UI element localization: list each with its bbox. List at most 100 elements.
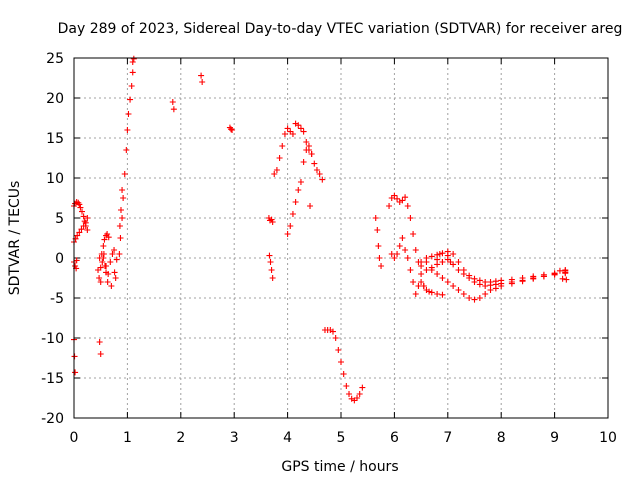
data-point: [332, 335, 339, 341]
y-tick-label: 5: [55, 211, 64, 227]
data-point: [297, 179, 304, 185]
data-point: [84, 215, 91, 221]
data-point: [109, 251, 116, 257]
data-point: [455, 287, 462, 293]
series-hour-5.7: [372, 215, 385, 269]
data-point: [269, 275, 276, 281]
data-point: [340, 371, 347, 377]
data-point: [292, 199, 299, 205]
data-point: [338, 359, 344, 365]
data-point: [71, 353, 78, 360]
data-point: [556, 267, 563, 274]
data-point: [266, 252, 273, 259]
data-point: [508, 280, 515, 287]
x-tick-label: 7: [443, 430, 452, 446]
data-point: [108, 283, 115, 289]
data-point: [289, 131, 296, 137]
data-point: [540, 273, 547, 280]
data-point: [170, 106, 177, 113]
data-point: [434, 291, 441, 297]
series-hour-0.5: [95, 231, 120, 357]
data-point: [97, 264, 104, 271]
data-point: [79, 208, 86, 215]
data-point: [80, 213, 87, 220]
series-hour-4-arc: [271, 120, 326, 183]
data-point: [399, 235, 406, 241]
data-point: [279, 143, 286, 149]
data-point: [434, 256, 441, 263]
data-point: [101, 263, 108, 269]
data-point: [426, 288, 433, 295]
series-hour-3.7: [265, 215, 276, 281]
data-point: [418, 279, 425, 285]
data-point: [305, 143, 312, 149]
data-point: [428, 253, 435, 260]
data-point: [303, 147, 310, 153]
series-hour-4-lower: [284, 143, 315, 237]
data-point: [551, 271, 558, 278]
y-axis-title: SDTVAR / TECUs: [7, 181, 23, 296]
data-point: [128, 83, 135, 89]
data-point: [112, 275, 119, 281]
y-tick-label: 10: [46, 171, 64, 187]
data-point: [273, 167, 280, 173]
data-point: [76, 201, 83, 208]
x-tick-label: 0: [70, 430, 79, 446]
data-point: [111, 247, 118, 253]
data-point: [563, 276, 570, 283]
data-point: [447, 259, 454, 265]
data-points: [71, 55, 570, 404]
data-point: [300, 128, 307, 135]
x-tick-label: 9: [550, 430, 559, 446]
data-point: [104, 279, 111, 285]
data-point: [199, 79, 206, 85]
data-point: [394, 251, 401, 257]
data-point: [319, 176, 326, 183]
x-axis-title: GPS time / hours: [281, 459, 398, 475]
data-point: [388, 251, 395, 257]
data-point: [303, 139, 310, 145]
data-point: [562, 267, 569, 273]
x-tick-label: 5: [337, 430, 346, 446]
data-point: [439, 275, 446, 281]
data-point: [359, 384, 366, 391]
chart-title: Day 289 of 2023, Sidereal Day-to-day VTE…: [58, 21, 623, 37]
data-point: [287, 223, 294, 229]
y-tick-label: -5: [50, 291, 64, 307]
data-point: [418, 263, 425, 269]
data-point: [271, 171, 278, 177]
series-band-tail: [434, 251, 570, 283]
data-point: [418, 271, 425, 277]
data-point: [82, 219, 89, 226]
data-point: [100, 255, 107, 261]
x-tick-label: 10: [599, 430, 617, 446]
data-point: [466, 295, 473, 301]
data-point: [460, 271, 467, 277]
data-point: [307, 203, 314, 209]
data-point: [343, 383, 350, 389]
data-point: [169, 99, 176, 105]
series-rise-to-25: [116, 69, 136, 257]
x-tick-label: 6: [390, 430, 399, 446]
data-point: [482, 283, 489, 289]
data-point: [455, 267, 462, 273]
y-tick-label: -10: [41, 331, 64, 347]
data-point: [455, 259, 462, 265]
data-point: [268, 267, 275, 273]
data-point: [72, 369, 79, 376]
data-point: [420, 283, 427, 289]
x-tick-label: 8: [497, 430, 506, 446]
data-point: [107, 259, 114, 265]
data-point: [308, 151, 315, 157]
data-point: [428, 267, 435, 273]
data-point: [519, 278, 526, 285]
data-point: [284, 125, 291, 132]
plot-frame: [73, 57, 609, 419]
data-point: [439, 250, 446, 257]
data-point: [103, 269, 110, 276]
data-point: [97, 279, 104, 285]
data-point: [346, 391, 353, 397]
data-point: [402, 194, 409, 201]
data-point: [316, 171, 323, 177]
